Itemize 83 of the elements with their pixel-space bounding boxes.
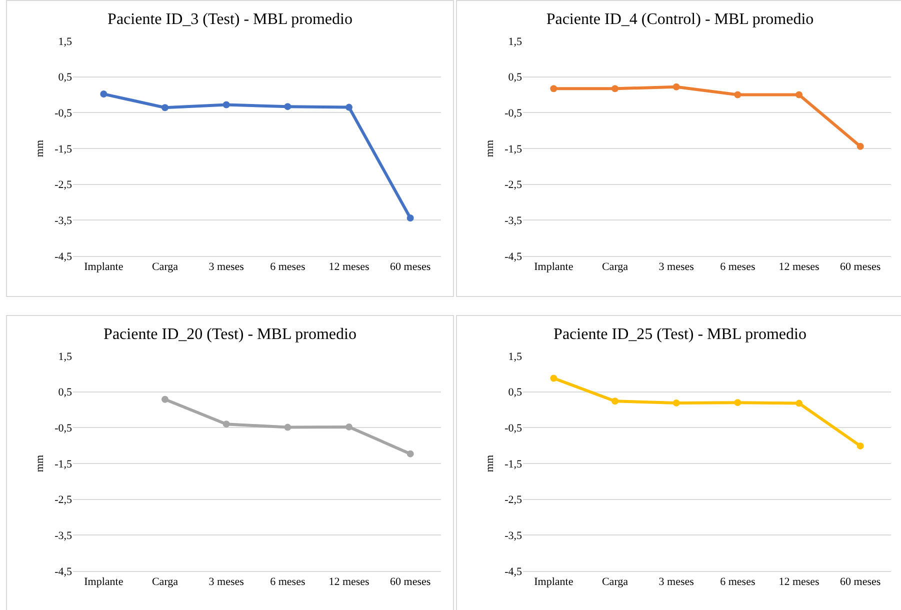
y-axis-title: mm — [484, 454, 496, 472]
y-tick-label: -1,5 — [54, 458, 72, 470]
y-tick-label: 1,5 — [508, 36, 522, 48]
y-tick-label: 0,5 — [58, 386, 72, 399]
point — [162, 396, 168, 403]
x-tick-label: Carga — [602, 576, 628, 588]
x-tick-label: 60 meses — [390, 576, 431, 588]
y-tick-label: -2,5 — [54, 494, 72, 506]
chart-title: Paciente ID_20 (Test) - MBL promedio — [104, 326, 356, 343]
y-tick-label: -1,5 — [54, 143, 72, 156]
x-tick-label: 6 meses — [270, 261, 306, 274]
point — [222, 420, 230, 428]
y-tick-label: -2,5 — [504, 494, 522, 506]
point — [856, 142, 864, 150]
x-tick-label: 6 meses — [720, 261, 756, 274]
x-tick-label: Implante — [84, 261, 124, 274]
point — [162, 104, 168, 112]
y-tick-label: -1,5 — [504, 143, 522, 156]
point — [284, 103, 292, 110]
x-tick-label: 3 meses — [658, 576, 694, 588]
y-tick-label: -4,5 — [504, 250, 522, 263]
x-tick-label: 3 meses — [658, 261, 694, 274]
x-tick-label: 6 meses — [270, 576, 306, 588]
y-tick-label: -4,5 — [504, 566, 522, 578]
point — [672, 399, 680, 406]
x-tick-label: 12 meses — [778, 261, 820, 274]
y-tick-label: -3,5 — [504, 215, 522, 228]
point — [612, 398, 618, 405]
point — [284, 424, 292, 431]
y-tick-label: -0,5 — [504, 108, 522, 120]
y-axis-title: mm — [34, 140, 46, 158]
point — [734, 91, 742, 98]
x-tick-label: 12 meses — [328, 261, 370, 274]
x-tick-label: Implante — [84, 576, 124, 588]
chart-title: Paciente ID_25 (Test) - MBL promedio — [554, 326, 806, 343]
y-axis-title: mm — [34, 454, 46, 472]
point — [222, 101, 230, 108]
point — [346, 104, 352, 111]
y-tick-label: -0,5 — [54, 422, 72, 435]
point — [796, 400, 802, 407]
y-tick-label: -1,5 — [504, 458, 522, 470]
point — [734, 399, 742, 406]
y-tick-label: -0,5 — [54, 108, 72, 120]
y-tick-label: 1,5 — [508, 350, 522, 363]
point — [346, 423, 352, 430]
x-tick-label: 12 meses — [778, 576, 820, 588]
chart-title: Paciente ID_4 (Control) - MBL promedio — [546, 11, 814, 28]
x-tick-label: Carga — [152, 261, 178, 274]
y-axis-title: mm — [484, 140, 496, 158]
x-tick-label: 3 meses — [208, 576, 244, 588]
y-tick-label: -4,5 — [54, 566, 72, 578]
x-tick-label: Implante — [534, 576, 574, 588]
x-tick-label: 6 meses — [720, 576, 756, 588]
point — [796, 91, 802, 98]
y-tick-label: 0,5 — [508, 72, 522, 84]
point — [406, 450, 414, 458]
x-tick-label: Implante — [534, 261, 574, 274]
y-tick-label: 0,5 — [58, 72, 72, 84]
y-tick-label: -3,5 — [54, 215, 72, 228]
point — [612, 85, 618, 92]
point — [856, 442, 864, 450]
y-tick-label: -0,5 — [504, 422, 522, 435]
point — [550, 374, 558, 382]
y-tick-label: -3,5 — [54, 530, 72, 542]
y-tick-label: 1,5 — [58, 350, 72, 363]
x-tick-label: Carga — [152, 576, 178, 588]
x-tick-label: 60 meses — [840, 576, 881, 588]
y-tick-label: -3,5 — [504, 530, 522, 542]
y-tick-label: 0,5 — [508, 386, 522, 399]
point — [550, 85, 558, 92]
x-tick-label: Carga — [602, 261, 628, 274]
y-tick-label: -4,5 — [54, 250, 72, 263]
chart-title: Paciente ID_3 (Test) - MBL promedio — [108, 11, 352, 28]
point — [672, 83, 680, 90]
y-tick-label: -2,5 — [54, 179, 72, 192]
x-tick-label: 60 meses — [840, 261, 881, 274]
x-tick-label: 12 meses — [328, 576, 370, 588]
x-tick-label: 60 meses — [390, 261, 431, 274]
x-tick-label: 3 meses — [208, 261, 244, 274]
point — [100, 90, 108, 98]
y-tick-label: -2,5 — [504, 179, 522, 192]
y-tick-label: 1,5 — [58, 36, 72, 48]
point — [406, 214, 414, 222]
